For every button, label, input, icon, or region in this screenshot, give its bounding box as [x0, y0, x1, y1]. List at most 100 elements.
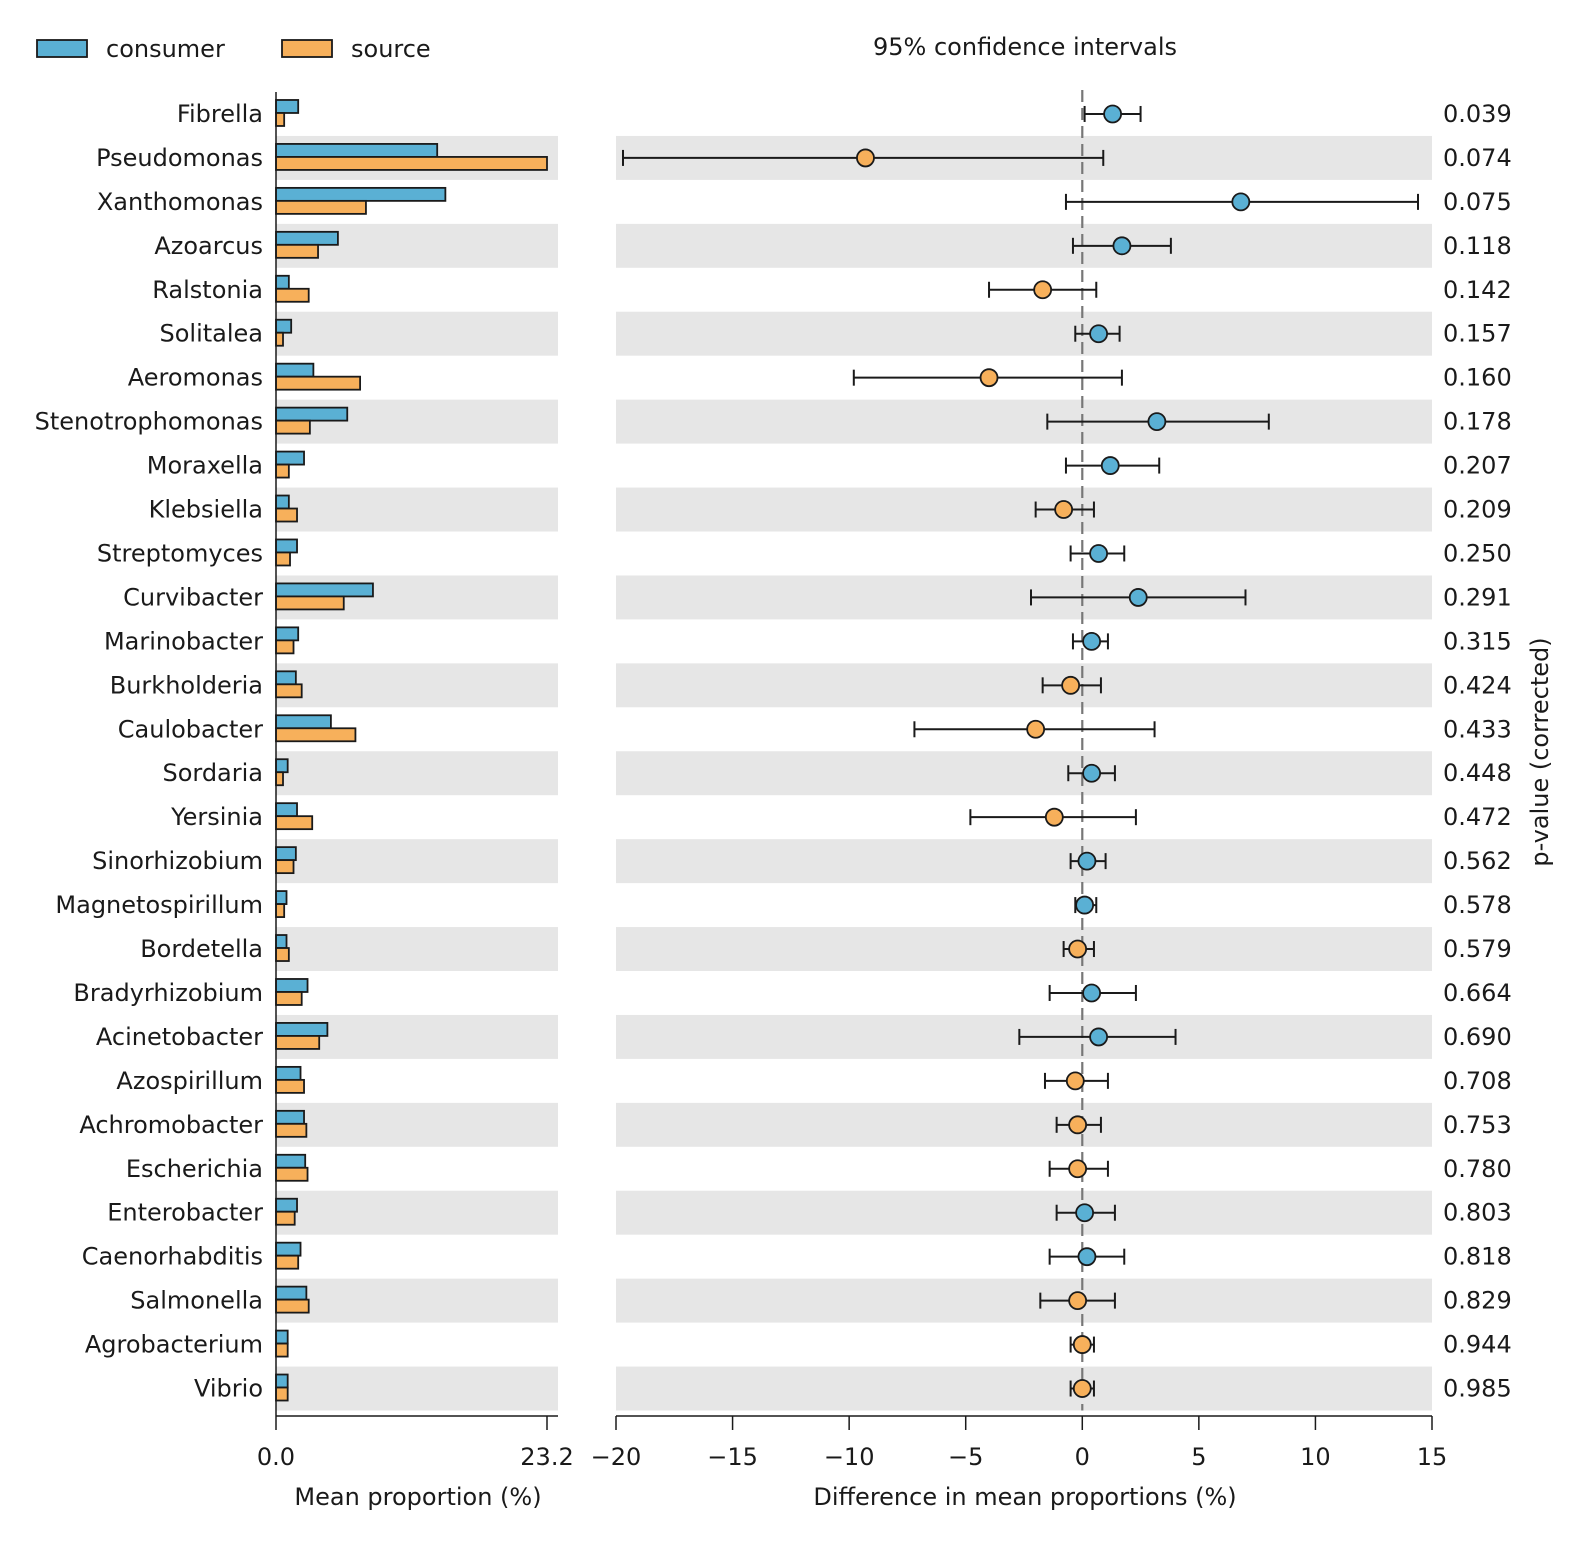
bar-consumer-azoarcus — [275, 230, 339, 246]
bar-consumer-marinobacter — [275, 626, 300, 642]
bar-source-stenotrophomonas — [275, 419, 311, 435]
p-value-sinorhizobium: 0.562 — [1443, 847, 1512, 875]
row-label-aeromonas: Aeromonas — [128, 364, 263, 392]
p-value-magnetospirillum: 0.578 — [1443, 891, 1512, 919]
row-label-stenotrophomonas: Stenotrophomonas — [35, 408, 263, 436]
bar-consumer-escherichia — [275, 1153, 307, 1169]
bar-source-vibrio — [275, 1386, 289, 1402]
p-value-azoarcus: 0.118 — [1443, 232, 1512, 260]
row-band-right-curvibacter — [616, 575, 1432, 620]
diff-point-salmonella — [1068, 1291, 1088, 1311]
diff-point-magnetospirillum — [1075, 895, 1095, 915]
p-value-burkholderia: 0.424 — [1443, 671, 1512, 699]
row-label-magnetospirillum: Magnetospirillum — [55, 891, 263, 919]
bar-source-caenorhabditis — [275, 1254, 300, 1270]
row-band-left-solitalea — [276, 311, 558, 356]
bar-source-agrobacterium — [275, 1342, 289, 1358]
p-value-azospirillum: 0.708 — [1443, 1067, 1512, 1095]
diff-point-curvibacter — [1128, 588, 1148, 607]
row-band-right-burkholderia — [616, 663, 1432, 708]
bar-consumer-pseudomonas — [275, 143, 439, 158]
diff-point-bradyrhizobium — [1082, 983, 1102, 1003]
p-value-streptomyces: 0.250 — [1443, 539, 1512, 567]
row-label-solitalea: Solitalea — [159, 320, 263, 348]
row-label-ralstonia: Ralstonia — [152, 276, 263, 304]
row-label-burkholderia: Burkholderia — [110, 671, 263, 699]
bar-consumer-sordaria — [275, 758, 289, 774]
bar-source-fibrella — [275, 112, 286, 127]
bar-source-xanthomonas — [275, 199, 367, 215]
diff-point-agrobacterium — [1072, 1335, 1092, 1354]
diff-point-vibrio — [1072, 1379, 1092, 1398]
p-value-klebsiella: 0.209 — [1443, 496, 1512, 524]
diff-point-acinetobacter — [1089, 1027, 1109, 1047]
p-value-caulobacter: 0.433 — [1443, 715, 1512, 743]
row-label-salmonella: Salmonella — [130, 1287, 263, 1315]
bar-consumer-sinorhizobium — [275, 846, 297, 862]
p-value-xanthomonas: 0.075 — [1443, 188, 1512, 216]
bar-consumer-azospirillum — [275, 1065, 302, 1081]
row-label-bordetella: Bordetella — [140, 935, 263, 963]
diff-point-escherichia — [1068, 1159, 1088, 1179]
diff-point-solitalea — [1089, 324, 1109, 344]
row-label-sordaria: Sordaria — [162, 759, 263, 787]
bar-consumer-ralstonia — [275, 274, 290, 290]
diff-point-yersinia — [1044, 807, 1064, 827]
row-label-pseudomonas: Pseudomonas — [96, 144, 263, 172]
row-label-moraxella: Moraxella — [147, 452, 263, 480]
mean-proportion-bars — [275, 99, 548, 1402]
bar-source-enterobacter — [275, 1210, 296, 1226]
bar-source-ralstonia — [275, 287, 310, 303]
row-label-agrobacterium: Agrobacterium — [85, 1331, 263, 1359]
bar-consumer-caenorhabditis — [275, 1241, 302, 1257]
bar-x-axis: 0.0 23.2 Mean proportion (%) — [257, 92, 574, 1511]
p-value-yersinia: 0.472 — [1443, 803, 1512, 831]
bar-source-magnetospirillum — [275, 903, 286, 918]
bar-source-curvibacter — [275, 595, 345, 611]
p-value-escherichia: 0.780 — [1443, 1155, 1512, 1183]
row-label-caulobacter: Caulobacter — [118, 715, 263, 743]
bar-source-pseudomonas — [275, 156, 548, 171]
row-band-right-klebsiella — [616, 487, 1432, 532]
diff-point-sordaria — [1082, 763, 1102, 783]
diff-point-azospirillum — [1065, 1071, 1085, 1091]
row-label-azoarcus: Azoarcus — [154, 232, 263, 260]
bar-consumer-aeromonas — [275, 362, 315, 378]
row-label-enterobacter: Enterobacter — [107, 1199, 263, 1227]
row-band-right-bordetella — [616, 927, 1432, 971]
row-band-left-salmonella — [276, 1278, 558, 1323]
row-band-right-enterobacter — [616, 1190, 1432, 1235]
bar-source-bordetella — [275, 947, 290, 962]
row-band-right-salmonella — [616, 1278, 1432, 1323]
diff-point-aeromonas — [979, 368, 999, 388]
row-label-marinobacter: Marinobacter — [104, 627, 263, 655]
pvalue-axis-label: p-value (corrected) — [1526, 637, 1554, 866]
diff-point-moraxella — [1100, 456, 1120, 475]
bar-source-bradyrhizobium — [275, 991, 303, 1006]
bar-consumer-caulobacter — [275, 714, 332, 730]
legend-label-source: source — [351, 35, 431, 63]
bar-source-klebsiella — [275, 507, 298, 523]
diff-point-streptomyces — [1089, 544, 1109, 563]
bar-consumer-agrobacterium — [275, 1329, 289, 1345]
row-band-right-solitalea — [616, 311, 1432, 356]
bar-consumer-acinetobacter — [275, 1022, 329, 1037]
bar-source-salmonella — [275, 1298, 310, 1314]
diff-point-enterobacter — [1075, 1203, 1095, 1223]
bar-consumer-yersinia — [275, 802, 298, 818]
row-label-acinetobacter: Acinetobacter — [96, 1023, 263, 1051]
p-value-acinetobacter: 0.690 — [1443, 1023, 1512, 1051]
p-value-curvibacter: 0.291 — [1443, 583, 1512, 611]
diff-tick-label-4: 0 — [1075, 1443, 1090, 1471]
bar-source-streptomyces — [275, 551, 291, 567]
row-band-right-sinorhizobium — [616, 839, 1432, 884]
row-band-left-sordaria — [276, 751, 558, 796]
row-label-fibrella: Fibrella — [177, 100, 263, 128]
bar-tick-label-min: 0.0 — [257, 1443, 295, 1471]
p-value-marinobacter: 0.315 — [1443, 627, 1512, 655]
diff-point-fibrella — [1103, 104, 1122, 124]
row-band-left-sinorhizobium — [276, 839, 558, 884]
bar-source-aeromonas — [275, 375, 362, 391]
p-value-stenotrophomonas: 0.178 — [1443, 408, 1512, 436]
row-band-right-stenotrophomonas — [616, 399, 1432, 444]
